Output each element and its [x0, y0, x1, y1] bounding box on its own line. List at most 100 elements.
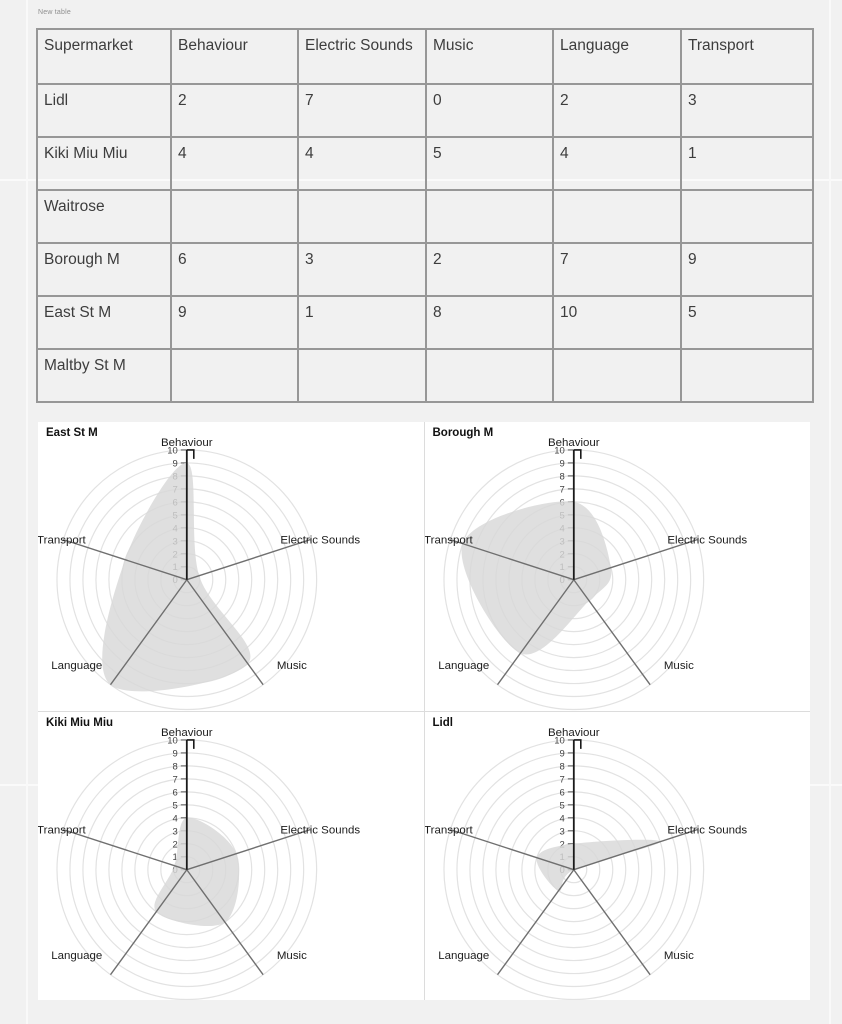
cell-kiki-behaviour[interactable]: 4 — [170, 136, 299, 191]
radar-axis-labels: Behaviour Electric Sounds Music Language Tra… — [38, 437, 360, 672]
cell-kiki-electric-sounds[interactable]: 4 — [297, 136, 427, 191]
radar-chart-panel-borough-m[interactable]: Borough M 012345678910BehaviourElectric … — [424, 422, 810, 711]
cell-borough-language[interactable]: 7 — [552, 242, 682, 297]
radar-charts-container: East St M 012345678910BehaviourElectric … — [38, 422, 810, 1000]
cell-east-behaviour[interactable]: 9 — [170, 295, 299, 350]
row-label-east-st-m[interactable]: East St M — [36, 295, 172, 350]
axis-label-language: Language — [51, 660, 102, 672]
row-label-borough-m[interactable]: Borough M — [36, 242, 172, 297]
svg-text:3: 3 — [173, 826, 178, 837]
radar-chart: 012345678910BehaviourElectric SoundsMusi… — [38, 437, 360, 711]
svg-text:9: 9 — [173, 458, 178, 469]
axis-label-transport: Transport — [38, 535, 87, 547]
chart-title: Kiki Miu Miu — [46, 716, 114, 729]
axis-label-language: Language — [51, 949, 102, 961]
svg-text:7: 7 — [173, 774, 178, 785]
row-label-lidl[interactable]: Lidl — [36, 83, 172, 138]
cell-waitrose-electric-sounds[interactable] — [297, 189, 427, 244]
svg-text:10: 10 — [167, 445, 178, 456]
svg-text:9: 9 — [559, 458, 564, 469]
table-row: Maltby St M — [36, 348, 814, 403]
axis-label-language: Language — [438, 949, 489, 961]
table-header-row: Supermarket Behaviour Electric Sounds Mu… — [36, 28, 814, 85]
svg-text:4: 4 — [173, 813, 178, 824]
column-header-music[interactable]: Music — [425, 28, 554, 85]
supermarket-table[interactable]: Supermarket Behaviour Electric Sounds Mu… — [36, 28, 814, 403]
axis-label-behaviour: Behaviour — [547, 726, 599, 738]
cell-kiki-music[interactable]: 5 — [425, 136, 554, 191]
cell-lidl-behaviour[interactable]: 2 — [170, 83, 299, 138]
svg-text:7: 7 — [559, 774, 564, 785]
cell-maltby-language[interactable] — [552, 348, 682, 403]
table-name-label: New table — [38, 9, 71, 16]
svg-text:6: 6 — [559, 787, 564, 798]
svg-text:5: 5 — [173, 800, 178, 811]
cell-east-transport[interactable]: 5 — [680, 295, 814, 350]
axis-label-transport: Transport — [38, 824, 87, 836]
table-row: East St M 9 1 8 10 5 — [36, 295, 814, 350]
cell-borough-transport[interactable]: 9 — [680, 242, 814, 297]
radar-area — [102, 462, 251, 692]
radar-chart-panel-kiki-miu-miu[interactable]: Kiki Miu Miu 012345678910BehaviourElectr… — [38, 711, 424, 1000]
row-label-waitrose[interactable]: Waitrose — [36, 189, 172, 244]
chart-title: Lidl — [432, 716, 453, 729]
row-label-kiki-miu-miu[interactable]: Kiki Miu Miu — [36, 136, 172, 191]
svg-text:3: 3 — [559, 826, 564, 837]
cell-maltby-electric-sounds[interactable] — [297, 348, 427, 403]
radar-chart: 012345678910BehaviourElectric SoundsMusi… — [425, 726, 747, 1000]
cell-kiki-transport[interactable]: 1 — [680, 136, 814, 191]
cell-lidl-music[interactable]: 0 — [425, 83, 554, 138]
cell-waitrose-behaviour[interactable] — [170, 189, 299, 244]
cell-east-music[interactable]: 8 — [425, 295, 554, 350]
cell-maltby-transport[interactable] — [680, 348, 814, 403]
cell-maltby-behaviour[interactable] — [170, 348, 299, 403]
cell-borough-music[interactable]: 2 — [425, 242, 554, 297]
cell-maltby-music[interactable] — [425, 348, 554, 403]
svg-text:5: 5 — [559, 800, 564, 811]
cell-lidl-transport[interactable]: 3 — [680, 83, 814, 138]
axis-label-transport: Transport — [425, 535, 474, 547]
table-row: Waitrose — [36, 189, 814, 244]
radar-chart-panel-lidl[interactable]: Lidl 012345678910BehaviourElectric Sound… — [424, 711, 810, 1000]
radar-spokes — [449, 828, 698, 975]
radar-spokes — [63, 828, 311, 975]
table-row: Kiki Miu Miu 4 4 5 4 1 — [36, 136, 814, 191]
radar-axis-labels: Behaviour Electric Sounds Music Language Tra… — [425, 726, 747, 961]
row-label-maltby-st-m[interactable]: Maltby St M — [36, 348, 172, 403]
svg-text:9: 9 — [559, 748, 564, 759]
cell-waitrose-language[interactable] — [552, 189, 682, 244]
cell-waitrose-transport[interactable] — [680, 189, 814, 244]
column-header-language[interactable]: Language — [552, 28, 682, 85]
cell-waitrose-music[interactable] — [425, 189, 554, 244]
cell-east-language[interactable]: 10 — [552, 295, 682, 350]
cell-lidl-language[interactable]: 2 — [552, 83, 682, 138]
axis-label-transport: Transport — [425, 824, 474, 836]
cell-east-electric-sounds[interactable]: 1 — [297, 295, 427, 350]
radar-chart: 012345678910BehaviourElectric SoundsMusi… — [38, 726, 360, 1000]
radar-area — [536, 839, 660, 891]
axis-label-music: Music — [277, 949, 307, 961]
cell-kiki-language[interactable]: 4 — [552, 136, 682, 191]
axis-label-electric-sounds: Electric Sounds — [667, 824, 747, 836]
radar-axis-cap — [573, 449, 582, 459]
svg-text:10: 10 — [554, 445, 565, 456]
svg-text:2: 2 — [173, 839, 178, 850]
axis-label-electric-sounds: Electric Sounds — [280, 535, 360, 547]
radar-spokes — [449, 538, 698, 686]
axis-label-electric-sounds: Electric Sounds — [667, 535, 747, 547]
column-header-electric-sounds[interactable]: Electric Sounds — [297, 28, 427, 85]
axis-label-music: Music — [663, 949, 693, 961]
column-header-behaviour[interactable]: Behaviour — [170, 28, 299, 85]
column-header-transport[interactable]: Transport — [680, 28, 814, 85]
svg-text:1: 1 — [173, 852, 178, 863]
table-row: Borough M 6 3 2 7 9 — [36, 242, 814, 297]
svg-text:8: 8 — [173, 761, 178, 772]
cell-borough-behaviour[interactable]: 6 — [170, 242, 299, 297]
radar-axis-cap — [573, 738, 582, 749]
cell-borough-electric-sounds[interactable]: 3 — [297, 242, 427, 297]
table-row: Lidl 2 7 0 2 3 — [36, 83, 814, 138]
column-header-supermarket[interactable]: Supermarket — [36, 28, 172, 85]
cell-lidl-electric-sounds[interactable]: 7 — [297, 83, 427, 138]
radar-chart-panel-east-st-m[interactable]: East St M 012345678910BehaviourElectric … — [38, 422, 424, 711]
